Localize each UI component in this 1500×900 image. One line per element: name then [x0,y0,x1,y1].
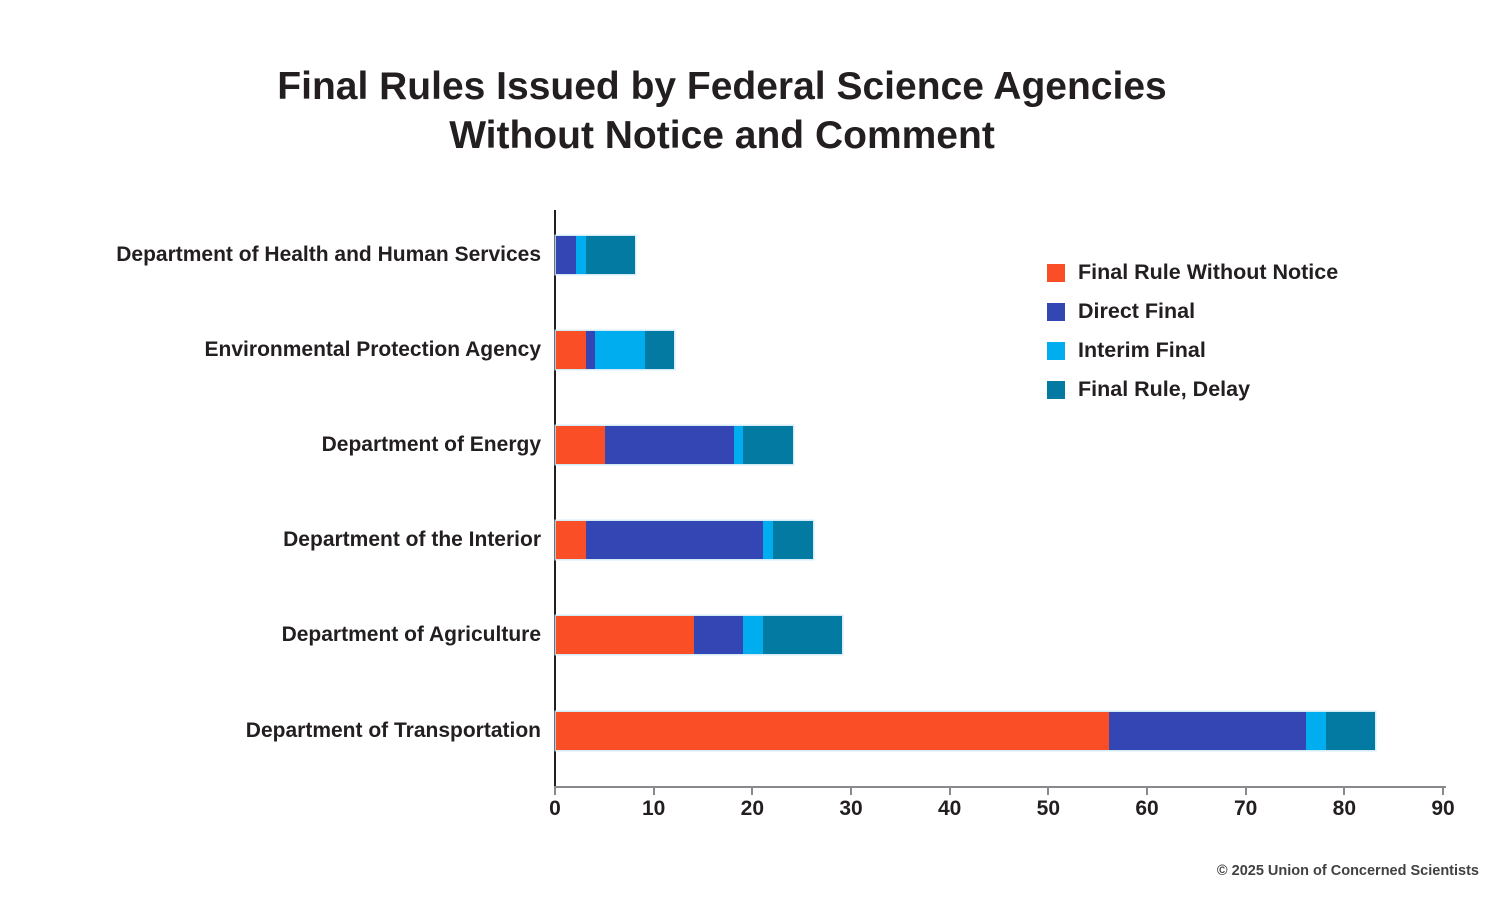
x-tick-label: 0 [549,797,561,820]
legend-swatch-icon [1047,263,1065,282]
bar-segment-final-rule-without-notice [556,426,606,464]
bar-segment-final-rule-delay [763,616,843,654]
x-tick-label: 20 [740,797,764,820]
x-tick-label: 10 [641,797,666,820]
category-label-department-of-energy: Department of Energy [321,433,541,456]
bar-segment-interim-final [575,236,586,274]
x-tick-label: 70 [1233,797,1258,820]
bar-segment-direct-final [605,426,734,464]
bar-segment-direct-final [585,521,764,559]
bar-segment-direct-final [1108,712,1306,750]
stacked-bar-department-of-energy [556,426,793,464]
stacked-bar-department-of-the-interior [556,521,813,559]
legend-label: Final Rule, Delay [1078,377,1251,401]
category-label-department-of-agriculture: Department of Agriculture [281,623,541,646]
category-label-department-of-transportation: Department of Transportation [245,719,541,742]
bar-segment-final-rule-delay [743,426,793,464]
bar-segment-interim-final [595,331,645,369]
bar-segment-final-rule-delay [773,521,813,559]
x-axis-line [554,786,1446,788]
legend-label: Direct Final [1078,299,1196,323]
legend-swatch-icon [1047,380,1065,399]
stacked-bar-department-of-health-and-human-services [556,236,635,274]
chart-title-line-2: Without Notice and Comment [449,114,995,157]
x-tick-mark [652,788,655,795]
bar-segment-final-rule-delay [644,331,675,369]
x-tick-label: 30 [839,797,863,820]
bar-segment-direct-final [585,331,596,369]
x-tick-label: 90 [1431,797,1455,820]
bar-segment-interim-final [763,521,774,559]
x-tick-label: 50 [1036,797,1060,820]
chart-title: Final Rules Issued by Federal Science Ag… [0,62,1444,160]
bar-segment-interim-final [1305,712,1326,750]
legend-item-final-rule-delay: Final Rule, Delay [1047,377,1338,402]
x-tick-mark [554,788,556,795]
legend-swatch-icon [1047,341,1065,360]
category-label-department-of-the-interior: Department of the Interior [283,528,541,551]
x-tick-mark [850,788,852,795]
x-tick-mark [1442,788,1444,795]
chart-title-line-1: Final Rules Issued by Federal Science Ag… [277,65,1167,108]
stacked-bar-department-of-agriculture [556,616,843,654]
bar-segment-final-rule-delay [585,236,635,274]
bar-segment-interim-final [743,616,764,654]
x-tick-mark [948,788,951,795]
legend: Final Rule Without Notice Direct Final Int… [1047,260,1338,416]
stacked-bar-environmental-protection-agency [556,331,675,369]
bar-segment-final-rule-without-notice [556,712,1109,750]
bar-segment-direct-final [694,616,744,654]
legend-label: Final Rule Without Notice [1078,260,1339,284]
x-tick-label: 60 [1135,797,1159,820]
bar-segment-direct-final [556,236,576,274]
y-axis-line [554,210,556,788]
legend-label: Interim Final [1078,338,1206,362]
category-label-department-of-health-and-human-services: Department of Health and Human Services [116,243,541,266]
x-tick-mark [1047,788,1050,795]
category-label-environmental-protection-agency: Environmental Protection Agency [204,338,541,361]
x-tick-mark [1244,788,1247,795]
bar-segment-final-rule-without-notice [556,616,695,654]
stacked-bar-department-of-transportation [556,712,1375,750]
copyright-credit: © 2025 Union of Concerned Scientists [1216,863,1479,879]
x-tick-mark [1146,788,1148,795]
bar-segment-final-rule-without-notice [556,521,586,559]
legend-item-direct-final: Direct Final [1047,299,1338,324]
legend-swatch-icon [1047,302,1065,321]
x-tick-mark [1343,788,1346,795]
bar-segment-final-rule-delay [1325,712,1375,750]
bar-segment-interim-final [733,426,744,464]
x-tick-label: 80 [1332,797,1356,820]
legend-item-interim-final: Interim Final [1047,338,1338,363]
bar-segment-final-rule-without-notice [556,331,586,369]
legend-item-final-rule-without-notice: Final Rule Without Notice [1047,260,1338,285]
x-tick-label: 40 [937,797,962,820]
x-tick-mark [751,788,754,795]
